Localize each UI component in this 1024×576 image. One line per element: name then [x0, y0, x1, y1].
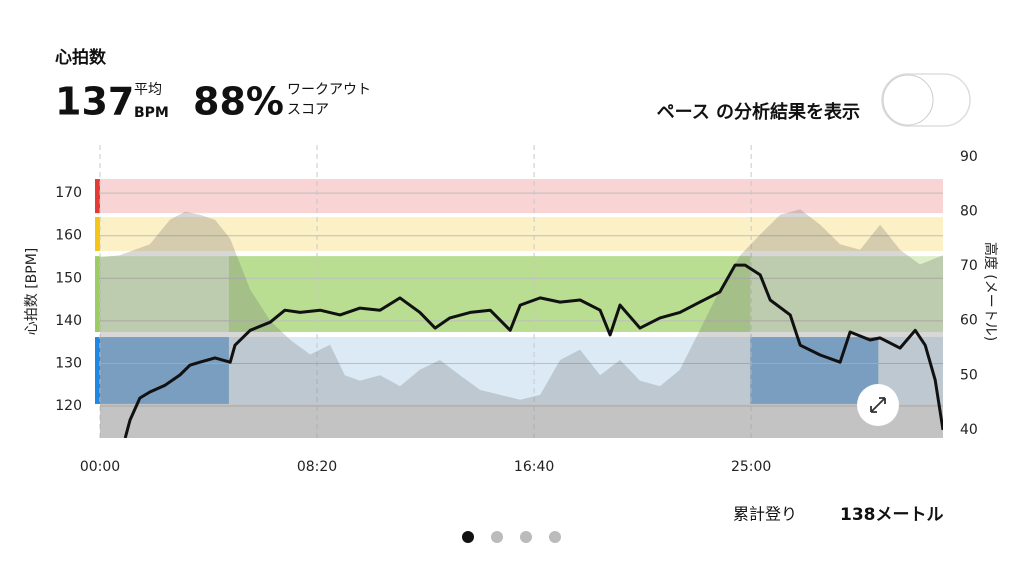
x-tick-label: 25:00	[731, 459, 771, 475]
avg-value: 137	[55, 80, 134, 124]
y-tick-label: 130	[55, 355, 82, 371]
y2-axis-label: 高度 (メートル)	[982, 242, 999, 341]
plot: 120 130 140 150 160 170 40 50 60 70 80 90 00:00 08:20…	[24, 145, 999, 475]
heart-rate-line	[123, 263, 943, 438]
page-dot[interactable]	[520, 531, 532, 543]
page-dot[interactable]	[462, 531, 474, 543]
y-axis-label: 心拍数 [BPM]	[24, 248, 40, 336]
climb-value: 138メートル	[840, 505, 944, 525]
below-zone	[100, 403, 943, 438]
y2-tick-label: 70	[960, 258, 978, 274]
y2-tick-label: 50	[960, 367, 978, 383]
y-tick-label: 170	[55, 185, 82, 201]
expand-icon[interactable]	[870, 397, 886, 413]
score-label: ワークアウト	[287, 82, 371, 98]
y2-tick-label: 40	[960, 422, 978, 438]
zone-edge	[95, 179, 100, 214]
title: 心拍数	[55, 47, 107, 68]
y-tick-label: 120	[55, 398, 82, 414]
avg-label: 平均	[134, 82, 162, 98]
page-dot[interactable]	[491, 531, 503, 543]
score-label: スコア	[287, 102, 329, 118]
zone-highlight	[750, 337, 879, 404]
zone-highlight	[100, 337, 229, 404]
y-tick-label: 150	[55, 270, 82, 286]
y2-tick-label: 60	[960, 313, 978, 329]
expand-button[interactable]	[857, 384, 899, 426]
toggle-knob[interactable]	[882, 74, 934, 126]
zone-edge	[95, 256, 100, 332]
x-tick-label: 00:00	[80, 459, 120, 475]
x-tick-label: 08:20	[297, 459, 337, 475]
score-value: 88%	[193, 80, 284, 124]
toggle[interactable]	[881, 73, 971, 127]
zone-band	[100, 216, 943, 252]
y2-tick-label: 90	[960, 149, 978, 165]
zone-edge	[95, 216, 100, 252]
y2-tick-label: 80	[960, 204, 978, 220]
zone-band	[100, 179, 943, 214]
elevation-area	[100, 209, 943, 438]
climb-label: 累計登り	[733, 505, 797, 524]
x-tick-label: 16:40	[514, 459, 554, 475]
avg-unit: BPM	[134, 105, 169, 121]
zone-highlight	[228, 256, 751, 332]
page-dot[interactable]	[549, 531, 561, 543]
zone-edge	[95, 337, 100, 404]
y-tick-label: 140	[55, 313, 82, 329]
y-tick-label: 160	[55, 228, 82, 244]
toggle-label: ペース の分析結果を表示	[657, 101, 860, 123]
